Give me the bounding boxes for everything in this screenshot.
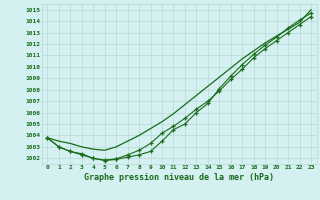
X-axis label: Graphe pression niveau de la mer (hPa): Graphe pression niveau de la mer (hPa) xyxy=(84,173,274,182)
